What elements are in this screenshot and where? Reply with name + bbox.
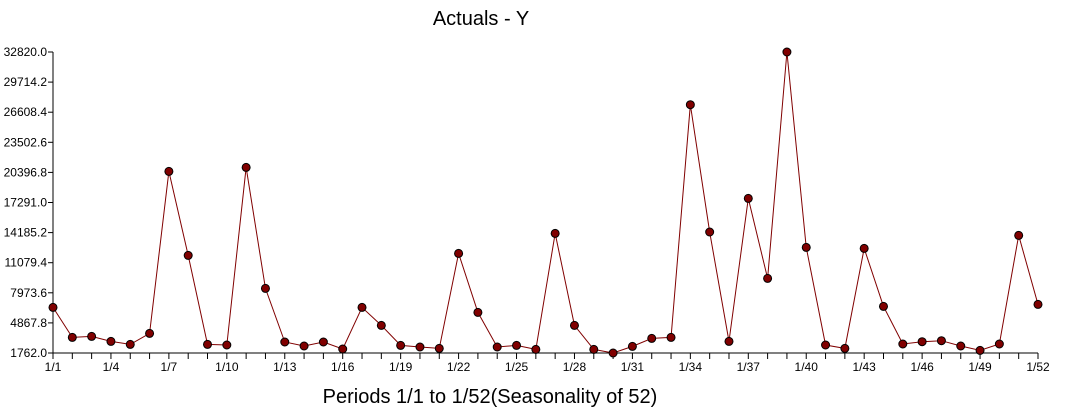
x-tick-label: 1/46: [910, 360, 934, 374]
data-point: [936, 336, 946, 346]
data-point: [415, 342, 425, 352]
data-point: [531, 344, 541, 354]
x-tick-label: 1/28: [563, 360, 587, 374]
data-point: [569, 320, 579, 330]
x-tick-label: 1/43: [852, 360, 876, 374]
x-tick-label: 1/7: [161, 360, 178, 374]
data-point: [376, 320, 386, 330]
chart-title: Actuals - Y: [432, 8, 530, 30]
y-tick-label: 17291.0: [4, 196, 48, 210]
data-point: [608, 348, 618, 358]
y-tick-label: 1762.0: [10, 346, 47, 360]
data-point: [396, 340, 406, 350]
data-point: [1033, 299, 1043, 309]
x-tick-label: 1/19: [389, 360, 413, 374]
y-tick-label: 29714.2: [4, 75, 48, 89]
data-point: [492, 342, 502, 352]
data-point: [454, 248, 464, 258]
data-point: [627, 341, 637, 351]
data-point: [203, 339, 213, 349]
data-point: [222, 340, 232, 350]
x-tick-label: 1/10: [215, 360, 239, 374]
y-tick-label: 23502.6: [4, 135, 48, 149]
data-point: [48, 302, 58, 312]
data-point: [87, 331, 97, 341]
data-point: [724, 336, 734, 346]
data-point: [917, 337, 927, 347]
data-point: [550, 228, 560, 238]
data-point: [357, 302, 367, 312]
data-point: [260, 283, 270, 293]
x-tick-label: 1/1: [45, 360, 62, 374]
data-point: [67, 332, 77, 342]
data-point: [125, 339, 135, 349]
x-axis-title: Periods 1/1 to 1/52(Seasonality of 52): [322, 386, 658, 408]
x-tick-label: 1/13: [273, 360, 297, 374]
x-tick-label: 1/31: [621, 360, 645, 374]
x-tick-label: 1/37: [737, 360, 761, 374]
x-tick-label: 1/25: [505, 360, 529, 374]
x-tick-label: 1/49: [968, 360, 992, 374]
x-tick-label: 1/34: [679, 360, 703, 374]
data-point: [743, 193, 753, 203]
x-tick-label: 1/22: [447, 360, 471, 374]
x-tick-label: 1/40: [795, 360, 819, 374]
data-point: [145, 328, 155, 338]
data-point: [666, 332, 676, 342]
data-point: [994, 339, 1004, 349]
data-point: [473, 307, 483, 317]
data-point: [840, 343, 850, 353]
data-point: [318, 337, 328, 347]
data-point: [299, 341, 309, 351]
data-point: [821, 340, 831, 350]
data-point: [878, 301, 888, 311]
data-point: [280, 337, 290, 347]
data-point: [801, 242, 811, 252]
x-tick-label: 1/52: [1026, 360, 1050, 374]
data-point: [338, 344, 348, 354]
y-tick-label: 11079.4: [5, 256, 48, 270]
data-point: [898, 339, 908, 349]
data-point: [106, 336, 116, 346]
series-line: [52, 51, 1039, 354]
data-point: [685, 100, 695, 110]
data-point: [1014, 230, 1024, 240]
data-point: [589, 344, 599, 354]
data-point: [241, 162, 251, 172]
data-point: [647, 333, 657, 343]
data-point: [183, 250, 193, 260]
x-tick-label: 1/16: [331, 360, 355, 374]
data-point: [956, 341, 966, 351]
x-tick-label: 1/4: [103, 360, 120, 374]
y-tick-label: 26608.4: [4, 105, 48, 119]
data-point: [512, 340, 522, 350]
y-tick-label: 32820.0: [4, 45, 48, 59]
y-tick-label: 20396.8: [4, 165, 48, 179]
data-point: [164, 166, 174, 176]
y-tick-label: 7973.6: [10, 286, 47, 300]
y-tick-label: 4867.8: [10, 316, 47, 330]
data-point: [975, 345, 985, 355]
data-point: [782, 47, 792, 57]
y-tick-label: 14185.2: [4, 226, 48, 240]
data-point: [705, 227, 715, 237]
data-point: [859, 243, 869, 253]
data-point: [434, 343, 444, 353]
data-point: [763, 273, 773, 283]
